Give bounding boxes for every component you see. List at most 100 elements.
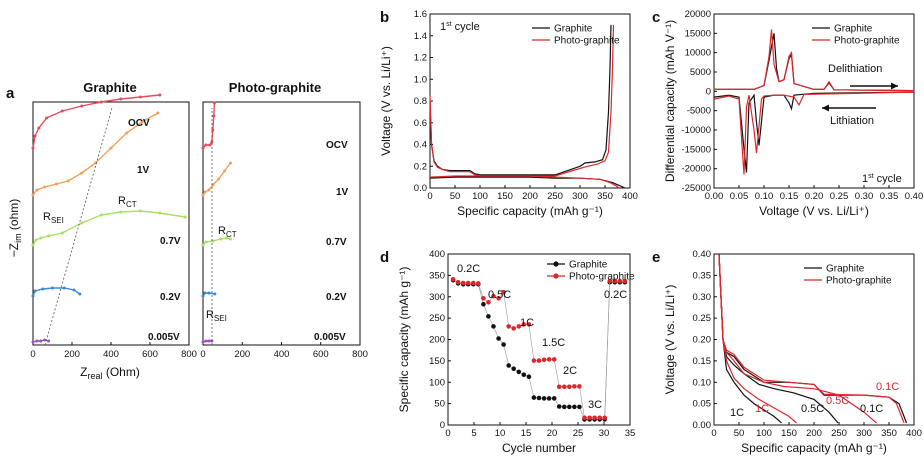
panel-b-label: b: [380, 9, 389, 26]
panel-d: d 0 5 10 15 20 25 30 35050100150200250300350400…: [380, 249, 635, 455]
panel-d-point-photo: [491, 293, 496, 299]
panel-d-point-graphite: [546, 396, 552, 401]
panel-d-xtick-label: 25: [573, 428, 584, 439]
panel-d-point-photo: [501, 289, 506, 295]
panel-e-ytick-label: 0.30: [693, 292, 712, 303]
panel-d-point-photo: [531, 358, 537, 363]
panel-a-left-point: [78, 292, 82, 296]
panel-d-point-photo: [597, 415, 602, 421]
panel-a-left-point: [140, 120, 144, 124]
panel-e-plot: 0 50 100 150 200 250 300 350 400 0.00 0.05 0.10 0.15…: [663, 249, 922, 455]
panel-d-rate-label: 1C: [520, 317, 534, 329]
panel-d-point-graphite: [536, 395, 542, 401]
panel-a-right-point: [223, 169, 227, 173]
panel-a-left-point: [99, 100, 103, 104]
panel-a-right-point: [204, 240, 208, 244]
panel-d-point-graphite: [526, 374, 532, 380]
panel-d-point-photo: [587, 415, 592, 421]
panel-c-xtick-label: 0.20: [805, 191, 824, 202]
panel-a-left-curve-ocv: [32, 94, 160, 149]
panel-e-xtick-label: 0: [711, 428, 716, 439]
panel-a-right-point: [203, 190, 207, 194]
panel-a-left-point: [80, 171, 84, 175]
panel-d-point-graphite: [556, 404, 562, 409]
panel-a-left-point: [138, 95, 142, 99]
panel-d-point-graphite: [567, 404, 572, 410]
panel-c-plot: 0.00 0.05 0.10 0.15 0.20 0.25 0.30 0.35 0.40 -250…: [663, 9, 923, 218]
panel-d-ytick-label: 300: [429, 292, 445, 303]
panel-c-ytick-label: -15000: [681, 144, 711, 155]
panel-e-series-graphite-1: [718, 253, 839, 424]
panel-a-rct-left: RCT: [118, 195, 137, 209]
panel-b-xlabel: Specific capacity (mAh g⁻¹): [457, 204, 603, 218]
panel-a-left-point: [41, 287, 45, 291]
panel-d-point-photo: [471, 280, 476, 286]
panel-d-point-photo: [506, 324, 512, 329]
panel-c-ytick-label: 10000: [685, 48, 711, 59]
panel-a-xtick-label: 800: [352, 349, 368, 360]
panel-a-right-voltage-label: 1V: [336, 187, 349, 198]
panel-a-xtick-label: 600: [313, 349, 329, 360]
panel-c-ytick-label: 15000: [685, 28, 711, 39]
panel-e-ytick-label: 0.05: [693, 399, 712, 410]
panel-a-right-voltage-label: OCV: [326, 140, 348, 151]
panel-c-label: c: [652, 9, 660, 26]
legend-label-photo: Photo-graphite: [554, 36, 620, 47]
panel-b-ytick-label: 0.8: [414, 96, 427, 107]
panel-d-xtick-label: 35: [625, 428, 636, 439]
panel-a-right-voltage-label: 0.005V: [314, 332, 346, 343]
panel-a-right-point: [229, 161, 232, 165]
panel-b-ytick-label: 1.2: [414, 53, 427, 64]
panel-a-left-voltage-label: OCV: [128, 118, 150, 129]
panel-a-ylabel: −Zim (ohm): [7, 199, 23, 258]
panel-c-xtick-label: 0.15: [780, 191, 799, 202]
panel-d-plot: 0 5 10 15 20 25 30 35050100150200250300350400Cy…: [397, 249, 635, 455]
panel-b-series-graphite-1: [429, 176, 626, 189]
panel-c-ytick-label: -10000: [681, 125, 711, 136]
panel-d-point-graphite: [572, 404, 577, 410]
panel-a-xticks: 0 200 400 600 800 0 200 400 600 800: [30, 342, 368, 360]
panel-a-left-point: [34, 238, 38, 242]
panel-d-point-photo: [521, 322, 527, 327]
panel-b-series-graphite-0: [429, 24, 612, 176]
panel-a-xlabel: Zreal (Ohm): [80, 365, 140, 381]
panel-a-left-point: [125, 131, 129, 135]
panel-a-left-point: [47, 339, 51, 343]
panel-d-xtick-label: 0: [445, 428, 450, 439]
panel-a-left-point: [51, 286, 54, 290]
panel-a-right-point: [211, 128, 215, 132]
panel-a-left-point: [80, 104, 84, 108]
panel-d-point-photo: [511, 326, 516, 331]
panel-d-xtick-label: 20: [547, 428, 558, 439]
panel-a-left-point: [39, 236, 43, 240]
panel-e-xtick-label: 350: [881, 428, 897, 439]
panel-a-right-point: [203, 291, 207, 295]
panel-d-point-graphite: [496, 336, 501, 341]
panel-d-rate-label: 3C: [588, 399, 602, 411]
panel-a-left-point: [54, 182, 58, 186]
panel-d-ytick-label: 250: [429, 313, 445, 324]
panel-d-point-photo: [622, 278, 628, 284]
panel-d-point-graphite: [486, 314, 491, 319]
panel-e-rate-photo: 0.5C: [826, 395, 849, 407]
panel-d-point-graphite: [481, 302, 486, 307]
panel-a-left-point: [109, 146, 113, 150]
panel-a-rsei-left: RSEI: [43, 211, 64, 225]
panel-e-ytick-label: 0.20: [693, 335, 712, 346]
panel-d-xtick-label: 15: [521, 428, 532, 439]
panel-e-rate-photo: 1C: [755, 403, 769, 415]
panel-d-point-graphite: [541, 396, 547, 401]
panel-b-xtick-label: 200: [522, 191, 538, 202]
panel-c-arrowhead-left: [822, 104, 829, 112]
panel-a-left-point: [31, 294, 35, 298]
panel-c-series-photo-2: [713, 91, 915, 175]
panel-a-left-point: [43, 185, 47, 189]
panel-b-ytick-label: 0.2: [414, 161, 427, 172]
panel-e-rate-graphite: 0.1C: [860, 403, 883, 415]
panel-b-xtick-label: 100: [472, 191, 488, 202]
panel-c-xtick-label: 0.05: [730, 191, 749, 202]
panel-b-xtick-label: 400: [622, 191, 638, 202]
panel-d-point-photo: [556, 384, 562, 390]
panel-a-xtick-label: 400: [103, 349, 119, 360]
panel-d-point-graphite: [506, 363, 512, 368]
